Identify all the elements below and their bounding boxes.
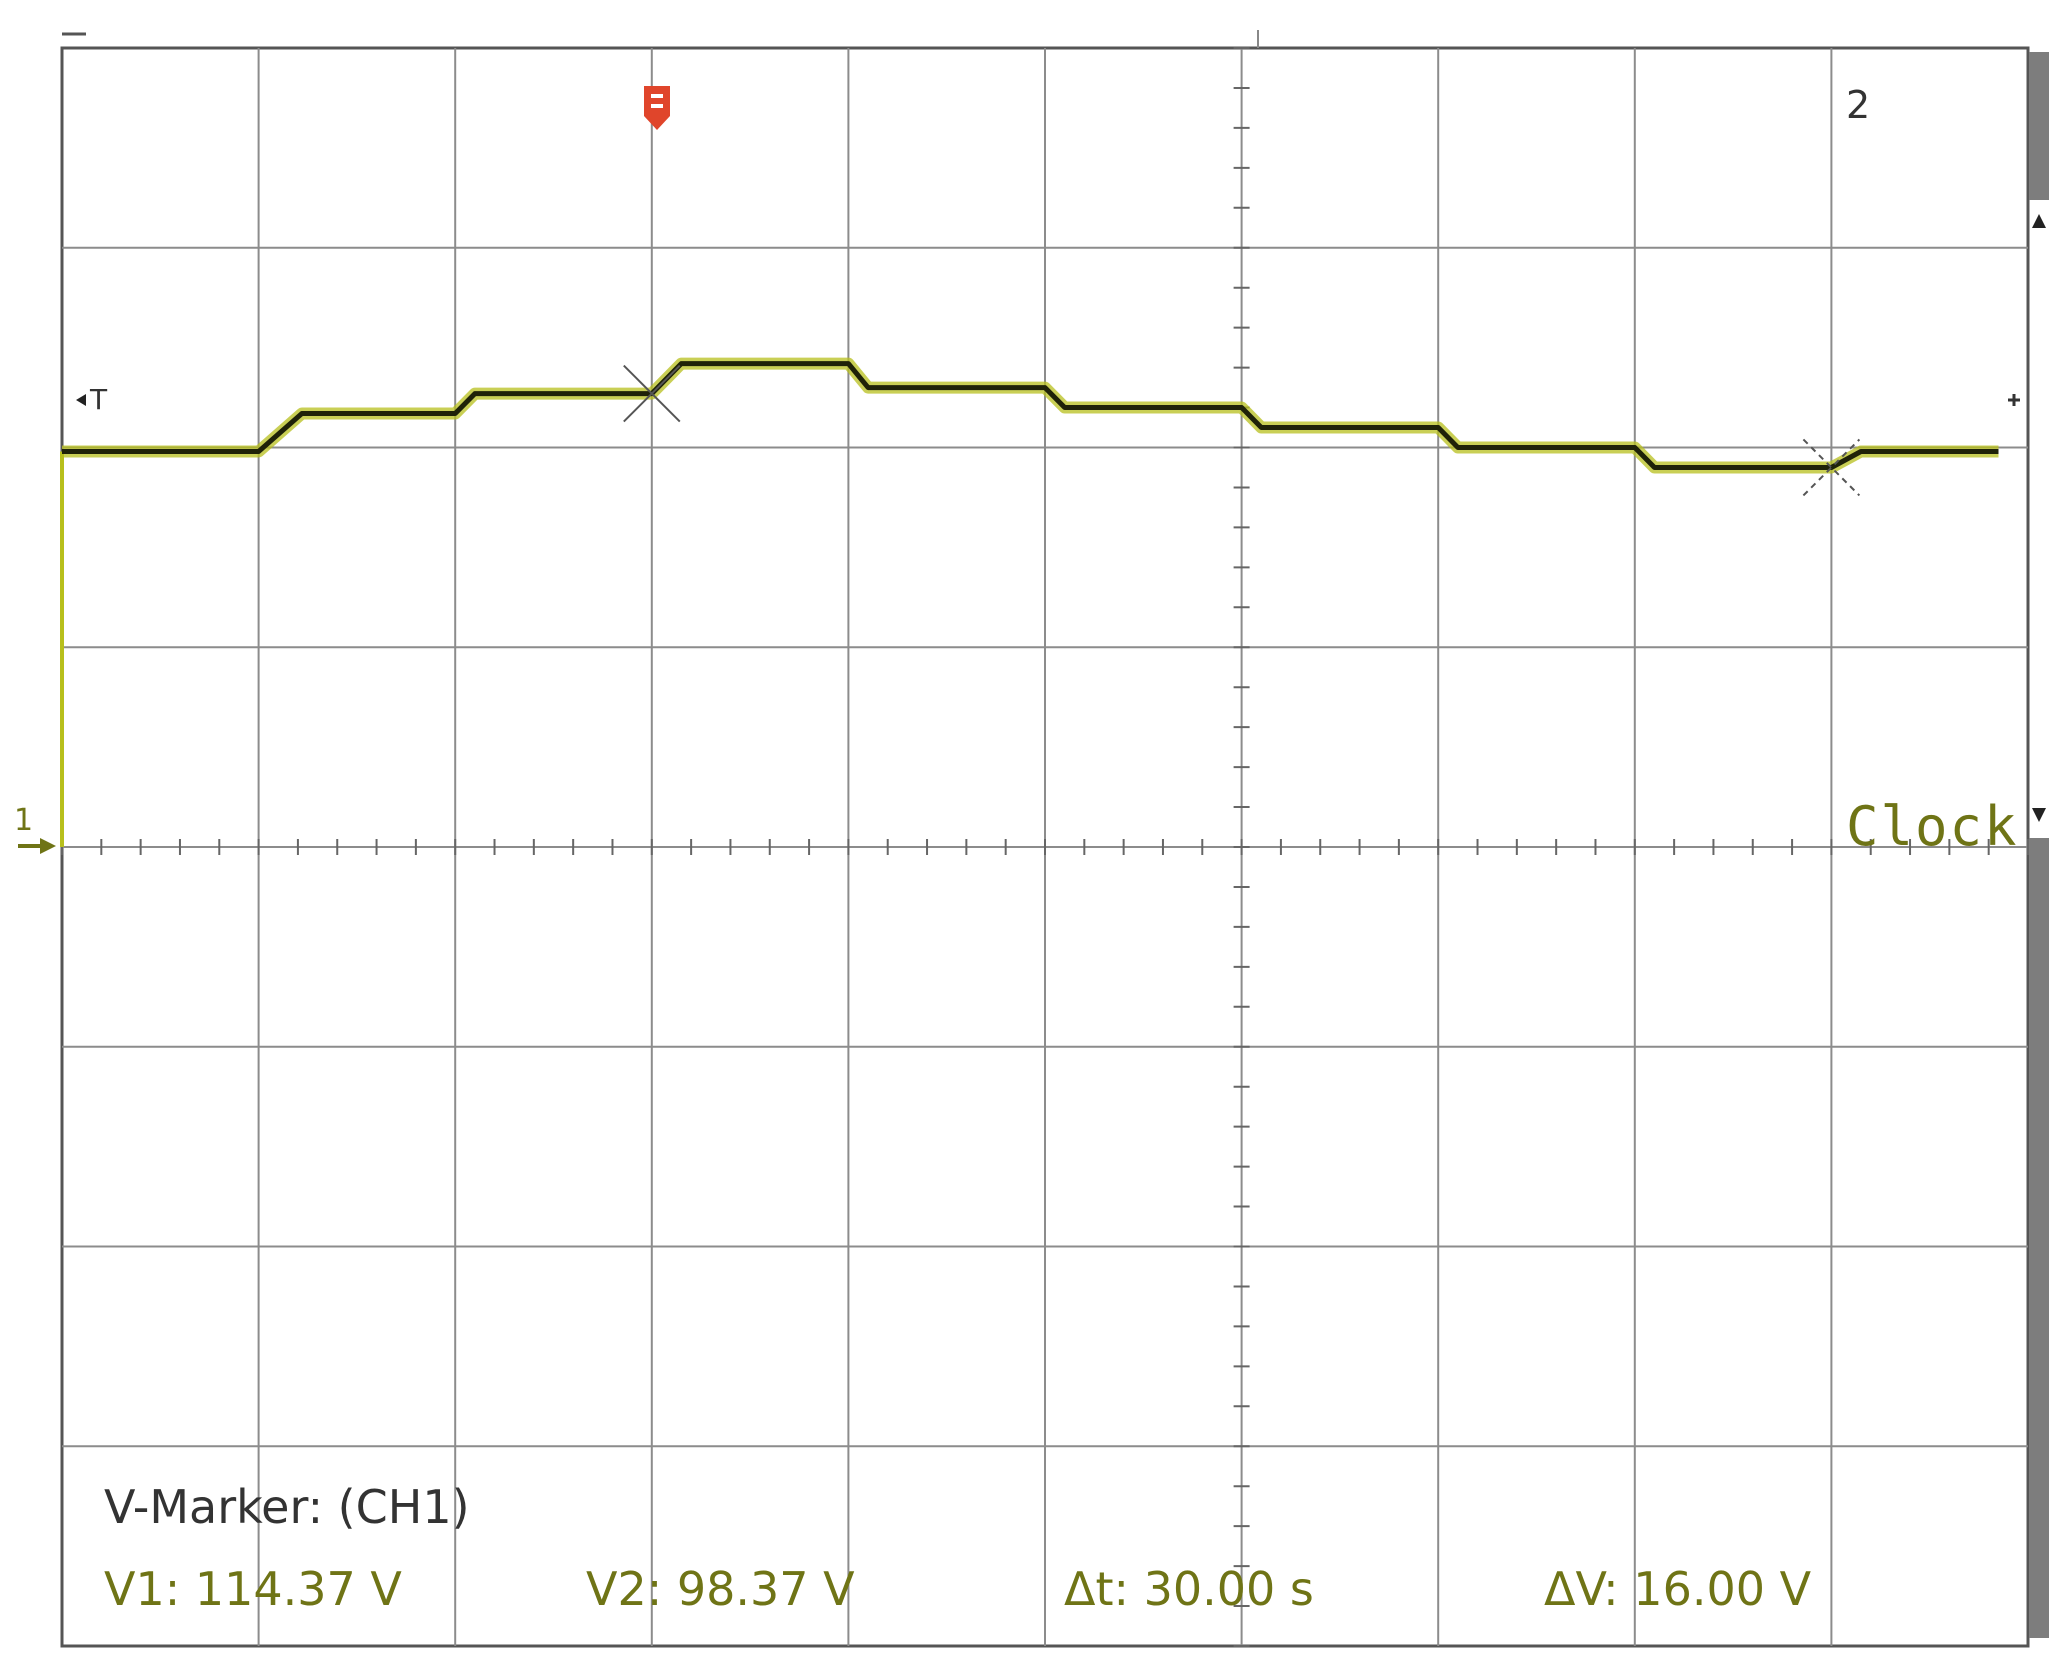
readout-title: V-Marker: (CH1) xyxy=(104,1480,470,1534)
readout-delta-v: ΔV: 16.00 V xyxy=(1544,1562,1812,1616)
readout-v1: V1: 114.37 V xyxy=(104,1562,402,1616)
triangle-down-icon xyxy=(2032,808,2046,822)
cross-stroke xyxy=(1802,438,1861,497)
triangle-up-icon xyxy=(2032,214,2046,228)
cursor-2-number-label: 2 xyxy=(1846,83,1871,127)
channel-ground-label: 1 xyxy=(14,803,34,838)
trigger-level-arrow-icon xyxy=(76,394,86,406)
side-bar-bottom[interactable] xyxy=(2029,838,2049,1638)
channel-name-label: Clock xyxy=(1846,795,2019,858)
cursor-markers xyxy=(623,364,1861,497)
cursor-1-cross-icon xyxy=(623,364,681,423)
cross-stroke xyxy=(1802,438,1861,497)
readout-delta-t: Δt: 30.00 s xyxy=(1064,1562,1314,1616)
channel-1-trace xyxy=(60,357,1999,847)
cursor-2-cross-icon xyxy=(1802,438,1861,497)
trigger-level-label: T xyxy=(90,383,108,416)
trigger-position-marker-icon xyxy=(644,86,670,130)
graticule-ticks xyxy=(61,47,2029,1647)
readout-v2: V2: 98.37 V xyxy=(586,1562,855,1616)
trace-line xyxy=(62,361,1999,470)
plus-marker-icon xyxy=(2008,394,2020,406)
cross-stroke xyxy=(623,364,681,423)
side-bar-top xyxy=(2029,52,2049,200)
